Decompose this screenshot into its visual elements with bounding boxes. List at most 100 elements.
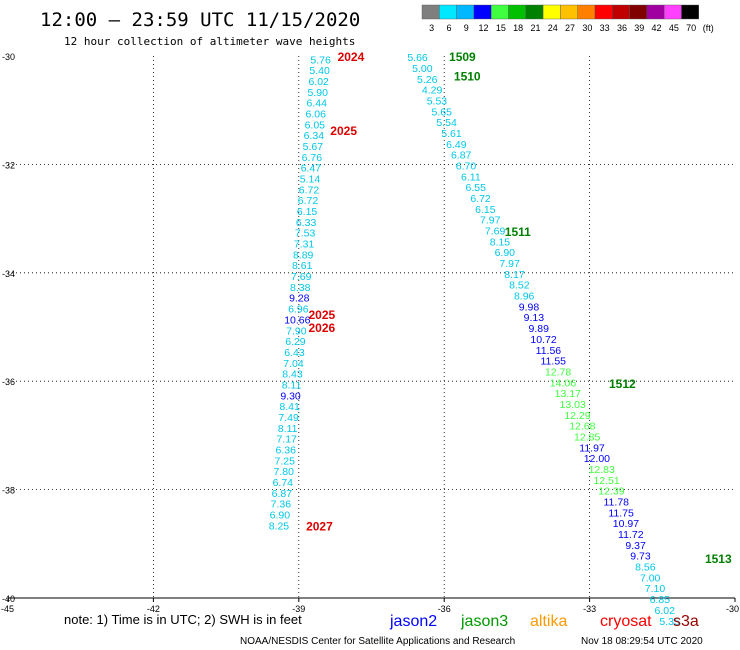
wave-height-label: 7.69 xyxy=(485,226,506,238)
wave-height-label: 12.85 xyxy=(574,431,600,443)
wave-height-label: 8.43 xyxy=(282,369,303,381)
legend-label: 6 xyxy=(446,23,451,33)
wave-height-label: 8.89 xyxy=(293,249,314,261)
pass-number: 2025 xyxy=(308,308,335,322)
wave-height-label: 9.28 xyxy=(289,293,310,305)
legend-swatch xyxy=(664,4,682,20)
wave-height-label: 6.29 xyxy=(285,336,306,348)
wave-height-label: 9.30 xyxy=(280,390,301,402)
satellite-cryosat: cryosat xyxy=(600,613,652,630)
wave-height-label: 6.74 xyxy=(273,477,294,489)
legend-swatch xyxy=(473,4,492,20)
credit-text: NOAA/NESDIS Center for Satellite Applica… xyxy=(240,636,515,647)
legend-swatch xyxy=(629,4,648,20)
wave-height-label: 11.75 xyxy=(608,507,634,519)
wave-height-label: 6.96 xyxy=(288,304,309,316)
wave-height-label: 6.11 xyxy=(461,171,481,183)
wave-height-label: 12.78 xyxy=(545,366,571,378)
pass-number: 1511 xyxy=(505,225,531,239)
y-tick-label: -40 xyxy=(2,594,15,604)
wave-height-label: 6.43 xyxy=(284,347,305,359)
wave-height-label: 6.85 xyxy=(650,594,671,606)
wave-height-label: 9.13 xyxy=(524,312,545,324)
y-tick-label: -38 xyxy=(2,486,15,496)
legend-label: 3 xyxy=(429,23,434,33)
timestamp-text: Nov 18 08:29:54 UTC 2020 xyxy=(581,636,703,647)
wave-height-label: 7.97 xyxy=(480,215,501,227)
wave-height-label: 6.90 xyxy=(270,510,291,522)
wave-height-label: 6.49 xyxy=(446,139,467,151)
legend-label: 70 xyxy=(686,23,696,33)
wave-height-label: 7.97 xyxy=(499,258,520,270)
wave-height-label: 5.00 xyxy=(412,63,433,75)
legend-label: 30 xyxy=(582,23,592,33)
axes: -45 -42 -39 -36 -33 -30 -30 -32 -34 -36 -38 -40 xyxy=(1,52,739,614)
footer-note: note: 1) Time is in UTC; 2) SWH is in fe… xyxy=(64,612,302,627)
wave-height-label: 8.11 xyxy=(278,423,298,435)
satellite-s3a: s3a xyxy=(673,613,699,630)
wave-height-label: 8.38 xyxy=(290,282,311,294)
pass-number: 2024 xyxy=(338,50,365,64)
wave-height-label: 12.68 xyxy=(569,421,595,433)
legend-swatch xyxy=(491,4,509,20)
wave-height-label: 6.02 xyxy=(655,605,676,617)
legend-swatch xyxy=(508,4,526,20)
wave-height-label: 6.70 xyxy=(456,160,477,172)
wave-height-label: 6.87 xyxy=(451,150,472,162)
wave-height-label: 9.98 xyxy=(519,301,540,313)
wave-height-label: 7.31 xyxy=(294,239,315,251)
wave-height-label: 8.96 xyxy=(514,291,535,303)
wave-height-label: 5.53 xyxy=(427,95,448,107)
legend-label: 33 xyxy=(600,23,610,33)
wave-height-label: 8.41 xyxy=(279,401,300,413)
pass-number: 2026 xyxy=(308,321,335,335)
wave-height-label: 6.72 xyxy=(470,193,491,205)
wave-height-label: 9.37 xyxy=(625,540,646,552)
satellite-altika: altika xyxy=(530,613,567,630)
wave-height-label: 5.90 xyxy=(307,87,328,99)
legend-swatch xyxy=(577,4,596,20)
wave-height-label: 5.67 xyxy=(303,141,324,153)
wave-height-label: 7.80 xyxy=(274,466,295,478)
color-legend: 3 6 9 12 15 18 21 24 27 30 33 36 39 42 45 70 (ft) xyxy=(421,4,714,33)
wave-height-label: 8.56 xyxy=(635,562,656,574)
wave-height-label: 5.76 xyxy=(310,54,331,66)
y-tick-label: -30 xyxy=(2,52,15,62)
legend-swatch xyxy=(525,4,544,20)
wave-height-label: 7.69 xyxy=(291,271,312,283)
wave-height-label: 10.66 xyxy=(284,314,310,326)
satellite-jason2: jason2 xyxy=(389,613,437,630)
wave-height-label: 5.61 xyxy=(441,128,462,140)
wave-height-label: 4.29 xyxy=(422,85,443,97)
wave-height-label: 8.15 xyxy=(490,236,511,248)
pass-number: 1509 xyxy=(449,50,476,64)
legend-swatch xyxy=(456,4,475,20)
wave-height-label: 8.17 xyxy=(504,269,525,281)
legend-label: 21 xyxy=(530,23,540,33)
wave-height-label: 5.35 xyxy=(659,616,680,628)
wave-height-label: 12.29 xyxy=(564,410,590,422)
wave-height-label: 7.04 xyxy=(283,358,304,370)
wave-height-label: 12.39 xyxy=(598,486,624,498)
wave-height-label: 5.54 xyxy=(436,117,457,129)
legend-label: 42 xyxy=(652,23,662,33)
legend-label: 45 xyxy=(669,23,679,33)
wave-height-label: 7.17 xyxy=(276,434,297,446)
wave-height-label: 7.36 xyxy=(271,499,292,511)
pass-number: 1513 xyxy=(705,552,732,566)
legend-swatch xyxy=(612,4,630,20)
wave-height-label: 7.10 xyxy=(645,583,666,595)
wave-height-label: 6.15 xyxy=(297,206,318,218)
wave-height-label: 8.25 xyxy=(269,520,290,532)
legend-swatch xyxy=(594,4,613,20)
legend-swatch xyxy=(421,4,440,20)
y-tick-label: -34 xyxy=(2,269,15,279)
legend-swatch xyxy=(542,4,561,20)
wave-height-label: 11.78 xyxy=(604,497,630,509)
wave-height-label: 7.90 xyxy=(286,325,307,337)
legend-swatch xyxy=(681,4,699,20)
wave-height-label: 6.15 xyxy=(475,204,496,216)
legend-label: 36 xyxy=(617,23,627,33)
wave-height-label: 6.87 xyxy=(272,488,293,500)
